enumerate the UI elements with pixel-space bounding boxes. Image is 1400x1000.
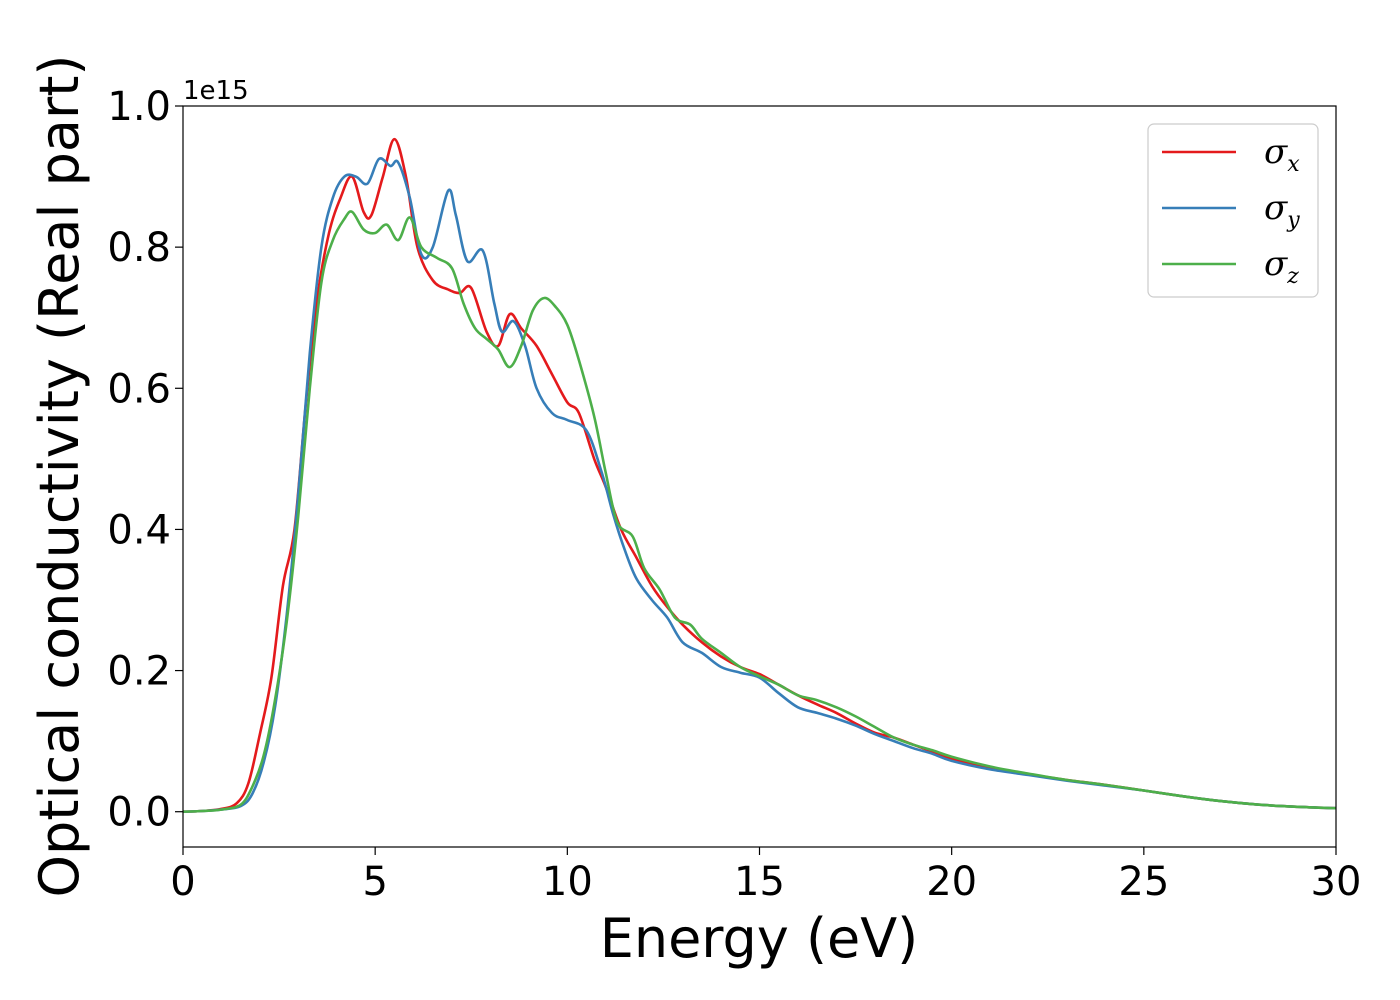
legend-label-z: σz <box>1264 244 1299 289</box>
x-tick-label: 0 <box>170 859 195 905</box>
x-tick-label: 30 <box>1311 859 1362 905</box>
legend-label-x: σx <box>1264 132 1300 177</box>
series-layer <box>182 137 1337 813</box>
legend-box <box>1147 123 1319 298</box>
y-tick-label: 1.0 <box>107 84 171 130</box>
series-line-y <box>182 157 1337 813</box>
x-axis-label: Energy (eV) <box>600 907 919 970</box>
y-tick-label: 0.4 <box>107 507 171 553</box>
y-axis-label: Optical conductivity (Real part) <box>28 55 91 898</box>
y-tick-label: 0.2 <box>107 649 171 695</box>
series-line-z <box>182 210 1337 813</box>
legend: σx σy σz <box>1147 123 1319 298</box>
x-tick-label: 25 <box>1118 859 1169 905</box>
y-offset-label: 1e15 <box>183 76 249 106</box>
y-tick-label: 0.8 <box>107 225 171 271</box>
y-tick-label: 0.0 <box>107 790 171 836</box>
series-line-x <box>182 137 1337 813</box>
y-tick-label: 0.6 <box>107 366 171 412</box>
x-tick-label: 5 <box>362 859 387 905</box>
y-axis: 0.0 0.2 0.4 0.6 0.8 1.0 <box>107 84 183 836</box>
x-tick-label: 15 <box>734 859 785 905</box>
x-axis: 0 5 10 15 20 25 30 <box>170 847 1361 905</box>
x-tick-label: 10 <box>542 859 593 905</box>
x-tick-label: 20 <box>926 859 977 905</box>
legend-label-y: σy <box>1264 188 1300 233</box>
